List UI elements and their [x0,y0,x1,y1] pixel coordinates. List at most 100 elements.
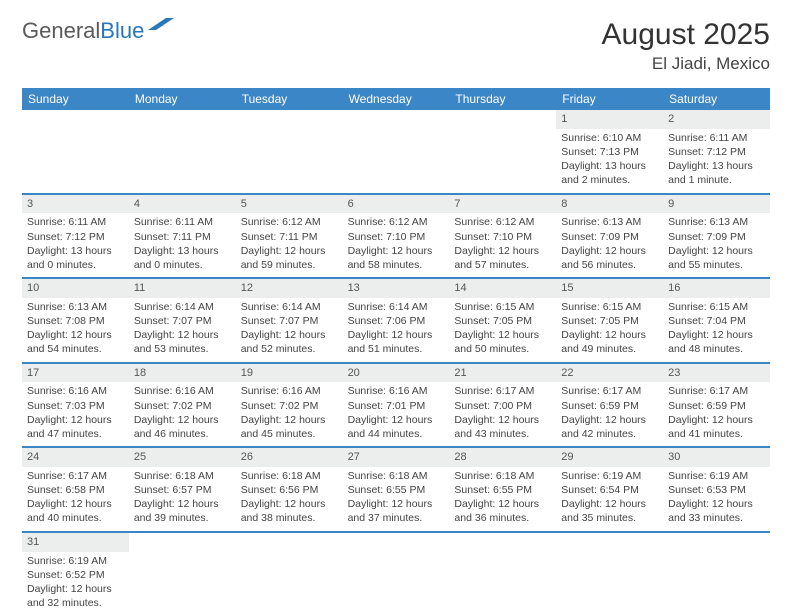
date-number: 16 [663,279,770,298]
detail-line: Sunrise: 6:11 AM [27,215,124,229]
day-cell: 23Sunrise: 6:17 AMSunset: 6:59 PMDayligh… [663,364,770,447]
detail-line: Sunset: 7:05 PM [561,314,658,328]
detail-line: Daylight: 13 hours [668,159,765,173]
detail-line: Sunrise: 6:13 AM [27,300,124,314]
detail-line: Daylight: 12 hours [348,497,445,511]
week-row: 17Sunrise: 6:16 AMSunset: 7:03 PMDayligh… [22,364,770,449]
weekday-tuesday: Tuesday [236,88,343,110]
calendar: SundayMondayTuesdayWednesdayThursdayFrid… [22,88,770,615]
date-number: 1 [556,110,663,129]
flag-icon [148,16,174,32]
detail-line: and 57 minutes. [454,258,551,272]
detail-line: Daylight: 13 hours [134,244,231,258]
detail-line: and 40 minutes. [27,511,124,525]
weekday-thursday: Thursday [449,88,556,110]
week-row: 1 Sunrise: 6:10 AMSunset: 7:13 PM Daylight… [22,110,770,195]
detail-line: Sunrise: 6:13 AM [561,215,658,229]
detail-line: and 42 minutes. [561,427,658,441]
date-number: 8 [556,195,663,214]
day-cell: 5Sunrise: 6:12 AMSunset: 7:11 PMDaylight… [236,195,343,278]
header: GeneralBlue August 2025 El Jiadi, Mexico [22,18,770,74]
detail-line: and 43 minutes. [454,427,551,441]
day-cell: 16Sunrise: 6:15 AMSunset: 7:04 PMDayligh… [663,279,770,362]
detail-line: and 36 minutes. [454,511,551,525]
detail-line: Daylight: 12 hours [668,328,765,342]
day-cell: 25Sunrise: 6:18 AMSunset: 6:57 PMDayligh… [129,448,236,531]
detail-line: Daylight: 12 hours [241,413,338,427]
detail-line: Sunrise: 6:19 AM [27,554,124,568]
empty-cell [236,533,343,615]
detail-line: Daylight: 12 hours [241,328,338,342]
date-number: 6 [343,195,450,214]
detail-line: Daylight: 12 hours [348,328,445,342]
empty-cell [236,110,343,193]
detail-line: Sunset: 6:55 PM [348,483,445,497]
detail-line: and 33 minutes. [668,511,765,525]
empty-cell [449,533,556,615]
week-row: 3Sunrise: 6:11 AMSunset: 7:12 PMDaylight… [22,195,770,280]
detail-line: Sunset: 7:08 PM [27,314,124,328]
date-number: 12 [236,279,343,298]
detail-line: and 56 minutes. [561,258,658,272]
detail-line: Daylight: 12 hours [348,244,445,258]
day-cell: 11Sunrise: 6:14 AMSunset: 7:07 PMDayligh… [129,279,236,362]
empty-cell [343,533,450,615]
detail-line: and 54 minutes. [27,342,124,356]
day-cell: 21Sunrise: 6:17 AMSunset: 7:00 PMDayligh… [449,364,556,447]
empty-cell [129,110,236,193]
detail-line: Sunrise: 6:15 AM [454,300,551,314]
day-cell: 15Sunrise: 6:15 AMSunset: 7:05 PMDayligh… [556,279,663,362]
day-cell: 2Sunrise: 6:11 AMSunset: 7:12 PMDaylight… [663,110,770,193]
detail-line: Daylight: 12 hours [561,244,658,258]
detail-line: and 37 minutes. [348,511,445,525]
day-cell: 7Sunrise: 6:12 AMSunset: 7:10 PMDaylight… [449,195,556,278]
detail-line: and 44 minutes. [348,427,445,441]
detail-line: Sunset: 7:11 PM [134,230,231,244]
detail-line: Sunrise: 6:10 AM [561,131,658,145]
date-number: 9 [663,195,770,214]
detail-line: Daylight: 12 hours [668,244,765,258]
detail-line: Sunrise: 6:16 AM [348,384,445,398]
date-number: 31 [22,533,129,552]
detail-line: Sunrise: 6:14 AM [348,300,445,314]
detail-line: Sunset: 7:11 PM [241,230,338,244]
day-cell: 30Sunrise: 6:19 AMSunset: 6:53 PMDayligh… [663,448,770,531]
date-number: 15 [556,279,663,298]
detail-line: and 41 minutes. [668,427,765,441]
detail-line: Daylight: 12 hours [561,328,658,342]
detail-line: Sunset: 7:03 PM [27,399,124,413]
detail-line: Daylight: 12 hours [241,497,338,511]
date-number: 11 [129,279,236,298]
detail-line: Daylight: 12 hours [27,328,124,342]
date-number: 14 [449,279,556,298]
detail-line: Sunrise: 6:18 AM [348,469,445,483]
empty-cell [343,110,450,193]
detail-line: Daylight: 12 hours [134,497,231,511]
detail-line: Sunrise: 6:14 AM [241,300,338,314]
weekday-saturday: Saturday [663,88,770,110]
date-number: 24 [22,448,129,467]
detail-line: Sunrise: 6:17 AM [668,384,765,398]
detail-line: Sunset: 7:02 PM [241,399,338,413]
detail-line: Sunrise: 6:15 AM [668,300,765,314]
empty-cell [663,533,770,615]
detail-line: and 59 minutes. [241,258,338,272]
detail-line: and 38 minutes. [241,511,338,525]
detail-line: Daylight: 12 hours [454,328,551,342]
detail-line: Sunset: 6:56 PM [241,483,338,497]
detail-line: Sunset: 6:54 PM [561,483,658,497]
detail-line: Sunset: 7:13 PM [561,145,658,159]
detail-line: Sunset: 6:59 PM [561,399,658,413]
date-number: 4 [129,195,236,214]
detail-line: Sunset: 7:07 PM [241,314,338,328]
day-cell: 28Sunrise: 6:18 AMSunset: 6:55 PMDayligh… [449,448,556,531]
detail-line: and 49 minutes. [561,342,658,356]
detail-line: Sunset: 7:12 PM [668,145,765,159]
date-number: 26 [236,448,343,467]
detail-line: Daylight: 12 hours [668,413,765,427]
detail-line: Daylight: 12 hours [454,497,551,511]
date-number: 27 [343,448,450,467]
detail-line: Sunset: 7:09 PM [668,230,765,244]
detail-line: and 46 minutes. [134,427,231,441]
day-cell: 12 Sunrise: 6:14 AMSunset: 7:07 PMDayligh… [236,279,343,362]
